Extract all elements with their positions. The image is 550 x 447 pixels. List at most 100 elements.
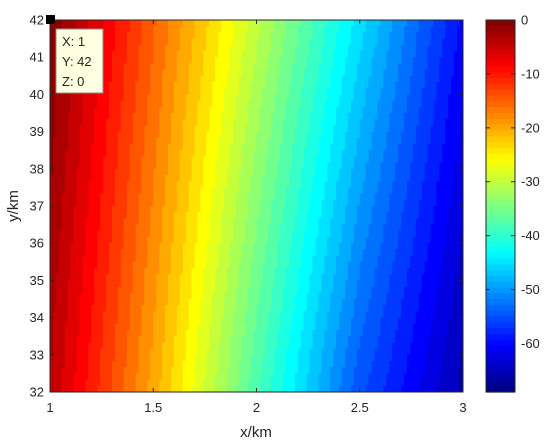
contour-cell [135,162,140,170]
contour-cell [451,206,455,213]
contour-cell [215,106,219,114]
contour-cell [232,162,237,170]
contour-cell [277,57,281,64]
contour-cell [100,94,104,102]
contour-cell [268,44,272,52]
contour-cell [368,26,373,33]
contour-cell [395,230,399,238]
contour-cell [386,26,390,33]
contour-cell [318,51,322,58]
contour-cell [418,88,423,95]
contour-cell [147,131,151,139]
contour-cell [147,175,151,182]
contour-cell [294,57,299,64]
contour-cell [215,44,219,52]
contour-cell [206,106,210,114]
contour-cell [321,230,325,238]
contour-cell [300,150,305,157]
contour-cell [61,212,66,219]
contour-cell [250,212,255,219]
contour-cell [61,206,66,213]
contour-cell [442,94,446,102]
contour-cell [224,57,228,64]
contour-cell [126,175,131,182]
contour-cell [58,230,63,238]
contour-cell [430,57,435,64]
contour-cell [389,224,393,232]
contour-cell [280,57,284,64]
contour-cell [150,113,154,120]
contour-cell [52,144,57,151]
contour-cell [291,44,296,52]
contour-cell [117,237,122,244]
contour-cell [235,100,240,108]
contour-cell [111,218,116,226]
contour-cell [132,32,137,40]
contour-cell [179,137,184,145]
contour-cell [439,137,443,145]
contour-cell [256,119,261,126]
contour-cell [123,150,128,157]
contour-cell [412,82,417,89]
contour-cell [398,57,402,64]
contour-cell [286,69,290,77]
contour-cell [421,94,426,102]
contour-cell [159,212,163,219]
contour-cell [324,32,328,40]
contour-cell [170,51,175,58]
contour-cell [265,224,269,232]
contour-cell [256,175,261,182]
contour-cell [415,199,420,207]
contour-cell [123,26,128,33]
contour-cell [321,206,325,213]
contour-cell [129,32,134,40]
contour-cell [73,218,78,226]
contour-cell [79,156,84,164]
contour-cell [412,32,417,40]
contour-cell [206,237,210,244]
contour-cell [185,131,190,139]
contour-cell [392,125,396,133]
contour-cell [297,144,302,151]
contour-cell [365,32,370,40]
contour-cell [303,38,308,46]
contour-cell [144,156,148,164]
contour-cell [135,38,140,46]
contour-cell [179,119,184,126]
contour-cell [170,162,175,170]
contour-cell [401,57,405,64]
contour-cell [347,119,352,126]
contour-cell [176,63,181,71]
contour-cell [415,69,420,77]
contour-cell [380,63,384,71]
contour-cell [197,144,202,151]
contour-cell [218,51,222,58]
contour-cell [398,193,402,201]
contour-cell [241,168,246,176]
contour-cell [215,175,219,182]
contour-cell [114,137,119,145]
contour-cell [401,175,405,182]
contour-cell [126,94,131,102]
contour-cell [103,82,107,89]
contour-cell [203,75,207,83]
contour-cell [168,224,172,232]
contour-cell [120,20,125,27]
contour-cell [103,69,107,77]
contour-cell [97,168,101,176]
contour-cell [386,82,390,89]
contour-cell [353,113,358,120]
contour-cell [162,237,166,244]
contour-cell [306,131,311,139]
contour-cell [283,175,287,182]
contour-cell [404,94,408,102]
contour-cell [156,63,160,71]
contour-cell [247,26,252,33]
contour-cell [218,119,222,126]
contour-cell [250,69,255,77]
contour-cell [100,150,104,157]
contour-cell [309,237,314,244]
contour-cell [294,63,299,71]
contour-cell [356,131,361,139]
contour-cell [191,230,196,238]
